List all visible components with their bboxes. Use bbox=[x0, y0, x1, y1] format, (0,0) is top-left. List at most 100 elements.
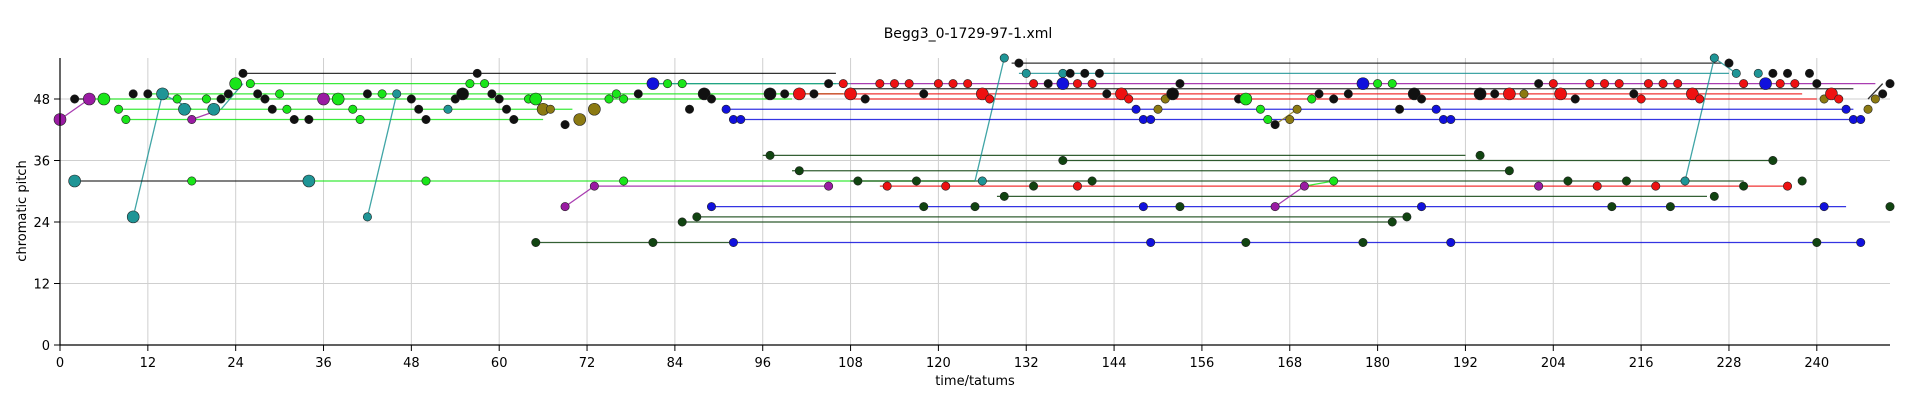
x-tick-label: 24 bbox=[227, 356, 244, 371]
note-point bbox=[172, 94, 182, 104]
note-point bbox=[1475, 150, 1485, 160]
note-point bbox=[1387, 217, 1397, 227]
note-point bbox=[1490, 89, 1500, 99]
axes: 0 12 24 36 48 60 72 84 96 108 120 132 144 156 168 180 19… bbox=[33, 58, 1890, 371]
note-point bbox=[573, 113, 587, 126]
y-tick-label: 12 bbox=[33, 278, 50, 293]
note-point bbox=[1329, 94, 1339, 104]
note-point bbox=[1175, 202, 1185, 212]
note-point bbox=[1356, 77, 1370, 90]
note-point bbox=[128, 89, 138, 99]
note-point bbox=[1473, 87, 1487, 101]
note-point bbox=[1395, 104, 1405, 114]
note-point bbox=[1636, 94, 1646, 104]
note-point bbox=[1856, 238, 1866, 248]
x-tick-label: 240 bbox=[1804, 356, 1829, 371]
x-tick-label: 180 bbox=[1365, 356, 1390, 371]
note-point bbox=[1863, 104, 1873, 114]
note-point bbox=[589, 181, 599, 191]
note-point bbox=[1115, 87, 1128, 101]
note-point bbox=[875, 79, 885, 89]
note-point bbox=[1841, 104, 1851, 114]
note-point bbox=[1314, 89, 1324, 99]
note-point bbox=[114, 104, 124, 114]
note-point bbox=[1519, 89, 1529, 99]
note-point bbox=[919, 202, 929, 212]
note-point bbox=[838, 79, 848, 89]
note-point bbox=[377, 89, 387, 99]
note-point bbox=[1255, 104, 1265, 114]
note-point bbox=[824, 79, 834, 89]
note-point bbox=[1739, 79, 1749, 89]
x-tick-label: 60 bbox=[491, 356, 508, 371]
note-point bbox=[487, 89, 497, 99]
note-point bbox=[414, 104, 424, 114]
note-point bbox=[1373, 79, 1383, 89]
note-point bbox=[860, 94, 870, 104]
note-point bbox=[1146, 115, 1156, 125]
note-point bbox=[663, 79, 673, 89]
note-point bbox=[331, 92, 345, 106]
note-point bbox=[68, 174, 81, 188]
note-point bbox=[941, 181, 951, 191]
x-tick-label: 168 bbox=[1277, 356, 1302, 371]
note-point bbox=[1270, 120, 1280, 130]
note-point bbox=[1263, 115, 1273, 125]
note-point bbox=[1709, 191, 1719, 201]
note-point bbox=[904, 79, 914, 89]
note-point bbox=[207, 102, 221, 116]
note-point bbox=[143, 89, 153, 99]
x-tick-label: 12 bbox=[140, 356, 157, 371]
note-point bbox=[1783, 181, 1793, 191]
note-point bbox=[999, 191, 1009, 201]
note-point bbox=[604, 94, 614, 104]
note-connector bbox=[1274, 185, 1305, 208]
note-point bbox=[763, 87, 777, 101]
note-connector bbox=[366, 93, 398, 218]
note-point bbox=[1299, 181, 1309, 191]
note-point bbox=[1812, 238, 1822, 248]
note-connector bbox=[1867, 83, 1884, 100]
note-point bbox=[223, 89, 233, 99]
note-point bbox=[1658, 79, 1668, 89]
note-point bbox=[302, 174, 316, 188]
note-point bbox=[1058, 156, 1068, 166]
note-point bbox=[348, 104, 358, 114]
note-point bbox=[362, 212, 372, 222]
note-point bbox=[229, 77, 242, 90]
note-point bbox=[976, 87, 989, 101]
note-point bbox=[646, 77, 660, 90]
note-point bbox=[289, 115, 299, 125]
note-point bbox=[465, 79, 475, 89]
note-point bbox=[1239, 92, 1253, 106]
note-point bbox=[1292, 104, 1302, 114]
note-point bbox=[1166, 87, 1179, 101]
note-point bbox=[728, 238, 738, 248]
note-point bbox=[1768, 156, 1778, 166]
note-point bbox=[970, 202, 980, 212]
note-point bbox=[502, 104, 512, 114]
note-point bbox=[1358, 238, 1368, 248]
note-point bbox=[588, 102, 601, 116]
note-point bbox=[1759, 77, 1772, 90]
note-point bbox=[355, 115, 365, 125]
note-point bbox=[421, 115, 431, 125]
note-point bbox=[1739, 181, 1749, 191]
note-point bbox=[1534, 181, 1544, 191]
x-tick-label: 96 bbox=[754, 356, 771, 371]
note-connector bbox=[564, 185, 595, 208]
note-point bbox=[560, 202, 570, 212]
x-tick-label: 216 bbox=[1629, 356, 1654, 371]
note-point bbox=[1812, 79, 1822, 89]
note-point bbox=[392, 89, 402, 99]
note-point bbox=[456, 87, 469, 101]
note-point bbox=[187, 115, 197, 125]
note-point bbox=[633, 89, 643, 99]
note-point bbox=[1768, 68, 1778, 78]
note-point bbox=[692, 212, 702, 222]
note-point bbox=[1686, 87, 1699, 101]
note-point bbox=[1402, 212, 1412, 222]
note-point bbox=[1153, 104, 1163, 114]
note-point bbox=[1878, 89, 1888, 99]
